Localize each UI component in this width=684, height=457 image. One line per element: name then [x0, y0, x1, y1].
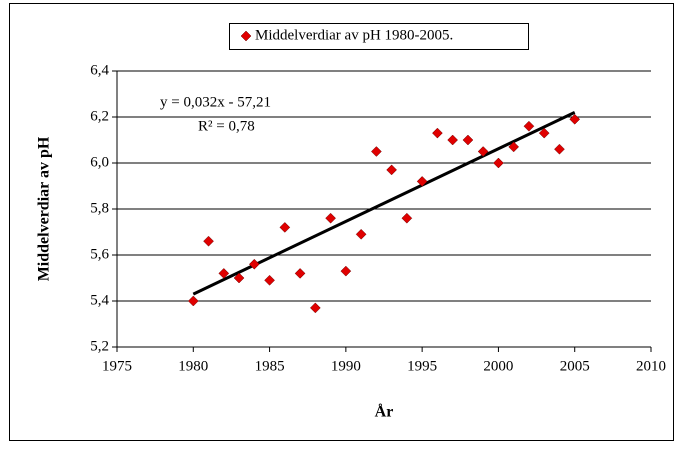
point [371, 146, 382, 157]
point [569, 113, 581, 125]
point [355, 228, 367, 240]
y-tick-label: 5,2 [90, 338, 109, 354]
point [264, 274, 275, 286]
point [477, 146, 489, 157]
y-tick-label: 5,8 [90, 200, 109, 216]
y-tick-label: 6,2 [90, 108, 109, 124]
x-tick-label: 1975 [102, 358, 132, 374]
y-tick-label: 6,0 [90, 154, 109, 170]
point [508, 141, 520, 153]
point [187, 295, 199, 307]
point [386, 164, 397, 176]
x-tick-label: 1990 [331, 358, 361, 374]
legend [229, 23, 529, 50]
x-axis-title: År [375, 403, 394, 421]
point [325, 212, 336, 224]
point [523, 120, 535, 132]
point [203, 235, 214, 247]
point [248, 258, 260, 270]
point [218, 268, 230, 279]
x-tick-label: 1995 [407, 358, 437, 374]
trend-r-squared: R² = 0,78 [198, 118, 255, 134]
point [538, 127, 550, 139]
point [233, 272, 245, 284]
point [432, 127, 443, 139]
trend-equation: y = 0,032x - 57,21 [160, 94, 271, 110]
y-tick-label: 5,6 [90, 246, 109, 262]
point [462, 134, 474, 146]
x-tick-label: 1980 [178, 358, 208, 374]
x-tick-label: 2010 [636, 358, 666, 374]
point [401, 212, 413, 224]
point [554, 143, 565, 155]
y-tick-label: 6,4 [90, 62, 109, 78]
point [294, 268, 306, 279]
point [279, 222, 291, 233]
legend-marker [240, 30, 252, 42]
x-tick-label: 2000 [483, 358, 513, 374]
point [493, 157, 504, 169]
x-tick-label: 2005 [560, 358, 590, 374]
x-tick-label: 1985 [255, 358, 285, 374]
y-axis-title: Middelverdiar av pH [36, 136, 53, 281]
point [309, 302, 321, 314]
y-tick-label: 5,4 [90, 292, 109, 308]
point [416, 176, 428, 187]
point [447, 134, 459, 146]
point [340, 265, 352, 277]
legend-label: Middelverdiar av pH 1980-2005. [255, 27, 453, 43]
